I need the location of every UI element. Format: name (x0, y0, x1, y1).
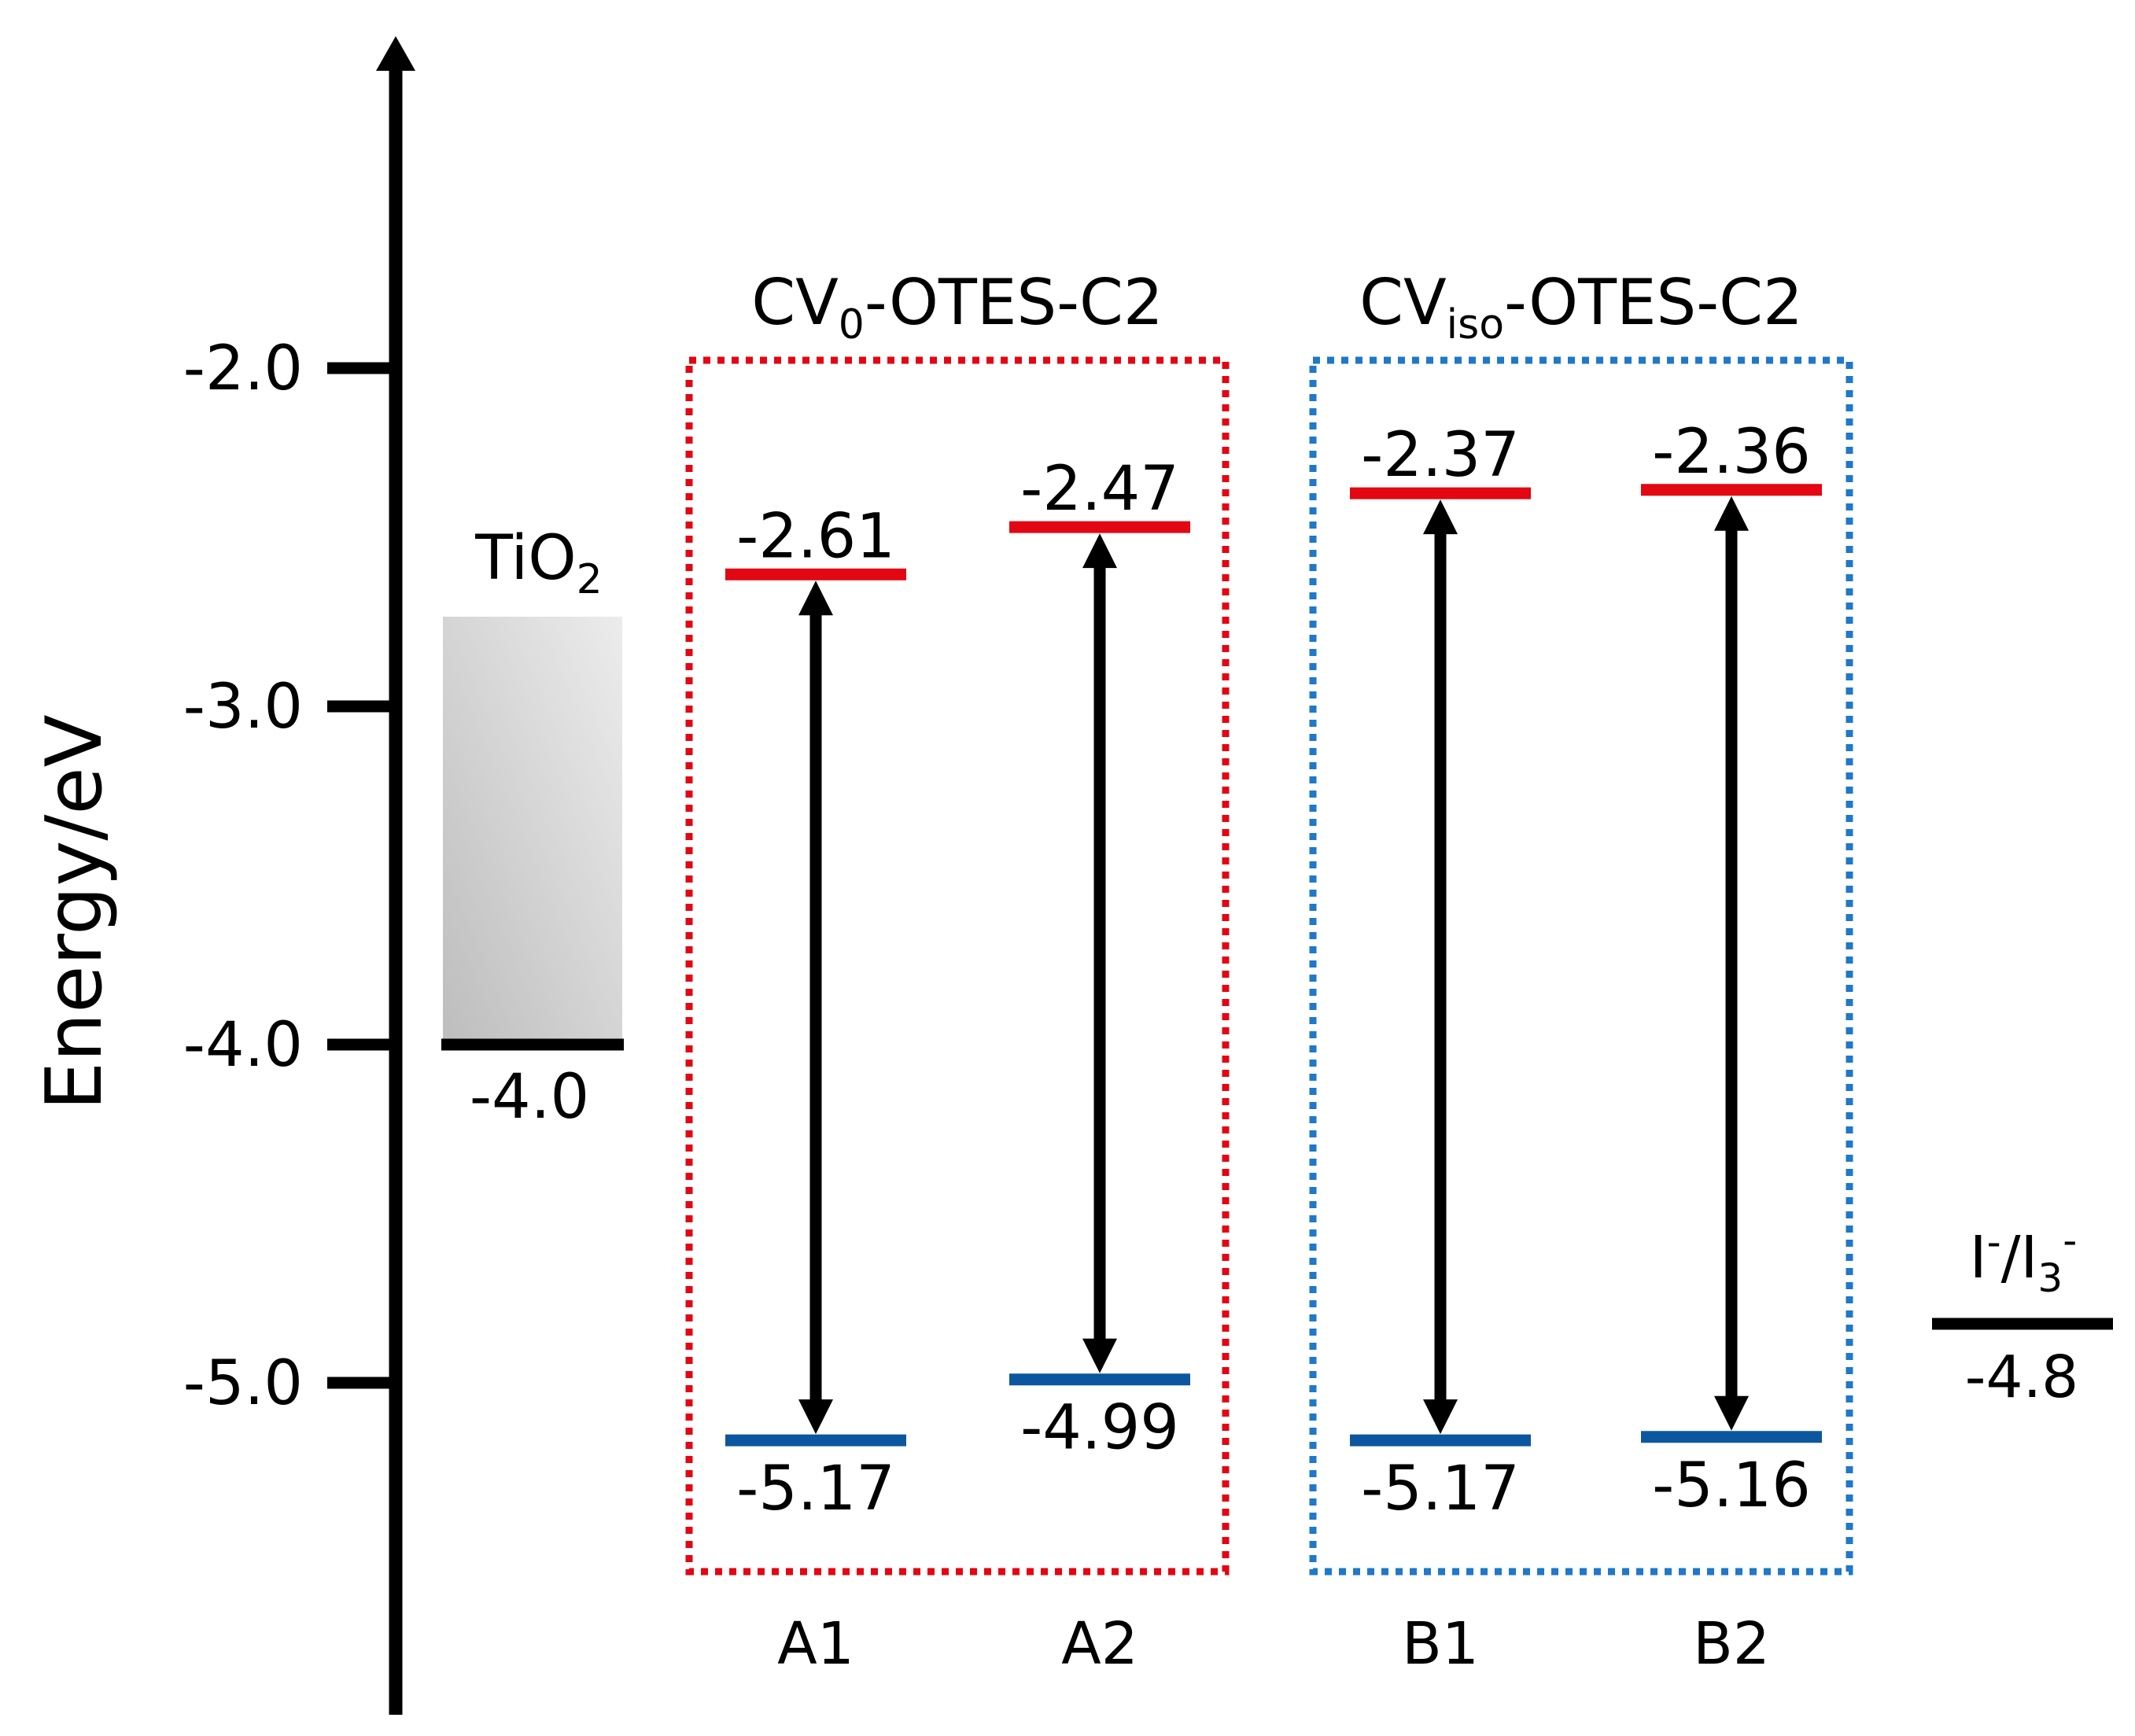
axis-title: Energy/eV (30, 714, 120, 1110)
dye-b2: -2.36 -5.16 B2 (1641, 417, 1822, 1678)
lumo-value-label: -2.36 (1652, 417, 1811, 488)
lumo-value-label: -2.61 (736, 501, 895, 572)
redox-label: I-/I3- (1970, 1218, 2078, 1301)
tio2-value-label: -4.0 (470, 1062, 589, 1133)
arrow-down-icon (1714, 1395, 1749, 1431)
axis-arrowhead-icon (376, 36, 415, 71)
arrow-up-icon (1423, 499, 1458, 535)
tio2-conduction-band (443, 617, 622, 1045)
redox-couple: I-/I3- -4.8 (1932, 1218, 2113, 1411)
homo-value-label: -5.17 (736, 1454, 895, 1524)
homo-value-label: -5.17 (1361, 1454, 1520, 1524)
dye-name-label: A1 (777, 1610, 854, 1678)
dye-a1: -2.61 -5.17 A1 (725, 501, 906, 1678)
homo-value-label: -4.99 (1020, 1393, 1179, 1464)
group-cv0: CV0-OTES-C2 (685, 266, 1230, 1576)
arrow-up-icon (1082, 533, 1117, 569)
tio2-label-sub: 2 (577, 556, 603, 603)
arrow-down-icon (1423, 1399, 1458, 1435)
redox-value-label: -4.8 (1965, 1343, 2078, 1411)
arrow-up-icon (798, 581, 833, 616)
axis-tick-label: -3.0 (183, 672, 303, 743)
dye-name-label: A2 (1061, 1610, 1138, 1678)
dye-name-label: B1 (1402, 1610, 1479, 1678)
group-cviso: CViso-OTES-C2 (1309, 266, 1853, 1576)
arrow-down-icon (798, 1399, 833, 1435)
axis-ticks: -2.0 -3.0 -4.0 -5.0 (183, 334, 396, 1419)
energy-axis: Energy/eV (30, 36, 415, 1715)
dye-levels: -2.61-5.17A1-2.47-4.99A2-2.37-5.17B1-2.3… (725, 417, 1822, 1678)
axis-tick-label: -4.0 (183, 1010, 303, 1081)
axis-tick-label: -5.0 (183, 1348, 303, 1419)
tio2-label: TiO2 (474, 523, 602, 603)
dye-name-label: B2 (1693, 1610, 1770, 1678)
group-cviso-frame (1309, 356, 1853, 1576)
tio2-group: TiO2 -4.0 (441, 523, 624, 1133)
arrow-up-icon (1714, 496, 1749, 531)
tio2-label-main: TiO (474, 523, 576, 594)
dye-b1: -2.37 -5.17 B1 (1350, 420, 1531, 1678)
group-cv0-title: CV0-OTES-C2 (751, 266, 1163, 348)
lumo-value-label: -2.37 (1361, 420, 1520, 491)
lumo-value-label: -2.47 (1020, 454, 1179, 525)
group-cviso-title: CViso-OTES-C2 (1359, 266, 1803, 348)
axis-tick-label: -2.0 (183, 334, 303, 404)
arrow-down-icon (1082, 1338, 1117, 1373)
group-cv0-frame (685, 356, 1230, 1576)
homo-value-label: -5.16 (1652, 1450, 1811, 1521)
dye-a2: -2.47 -4.99 A2 (1009, 454, 1190, 1678)
